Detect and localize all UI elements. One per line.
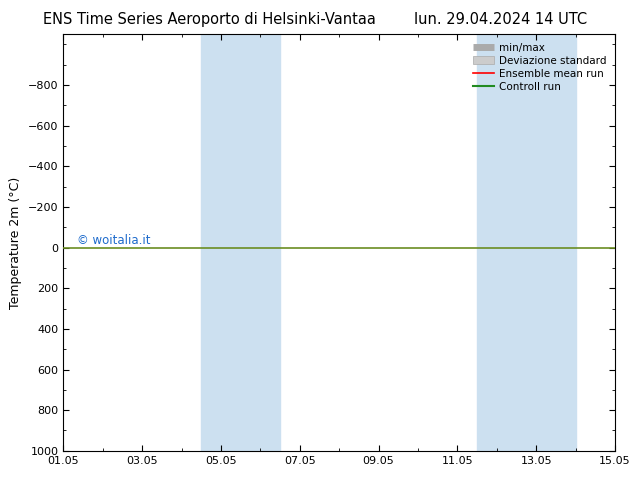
Text: © woitalia.it: © woitalia.it (77, 234, 151, 247)
Bar (241, 34, 280, 451)
Text: lun. 29.04.2024 14 UTC: lun. 29.04.2024 14 UTC (414, 12, 588, 27)
Bar (517, 34, 576, 451)
Legend: min/max, Deviazione standard, Ensemble mean run, Controll run: min/max, Deviazione standard, Ensemble m… (470, 40, 610, 95)
Bar (477, 34, 517, 451)
Y-axis label: Temperature 2m (°C): Temperature 2m (°C) (10, 176, 22, 309)
Text: ENS Time Series Aeroporto di Helsinki-Vantaa: ENS Time Series Aeroporto di Helsinki-Va… (42, 12, 376, 27)
Bar (202, 34, 241, 451)
